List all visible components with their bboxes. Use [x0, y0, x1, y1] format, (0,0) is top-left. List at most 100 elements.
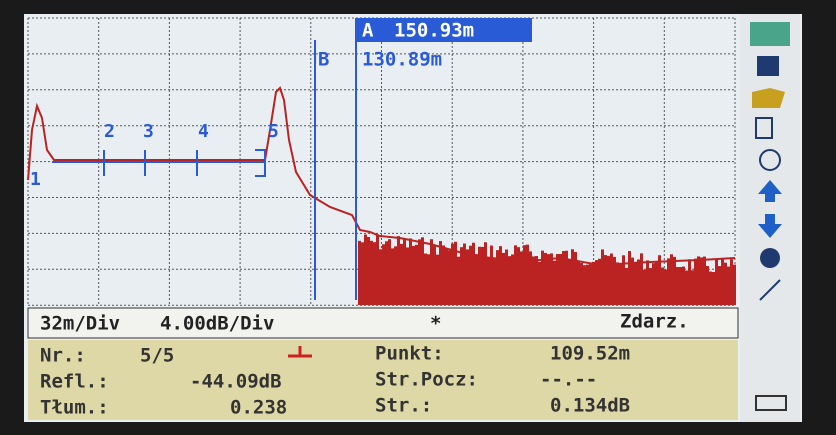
noise-bar [670, 254, 673, 305]
info-button[interactable] [760, 248, 780, 268]
horizontal-scale: 32m/Div [40, 313, 120, 335]
noise-bar [361, 242, 364, 305]
noise-bar [619, 263, 622, 305]
settings-button[interactable] [750, 22, 790, 46]
noise-bar [415, 244, 418, 305]
noise-bar [565, 250, 568, 305]
noise-bar [517, 247, 520, 305]
noise-bar [370, 240, 373, 305]
noise-bar [643, 269, 646, 305]
noise-bar [709, 271, 712, 305]
noise-bar [604, 255, 607, 305]
save-button[interactable] [757, 56, 779, 76]
noise-bar [586, 264, 589, 305]
cursor-a-label: A [362, 20, 374, 42]
noise-bar [607, 255, 610, 305]
noise-bar [721, 258, 724, 305]
status-bar [27, 307, 739, 339]
noise-bar [514, 245, 517, 305]
noise-bar [448, 250, 451, 305]
noise-bar [556, 253, 559, 305]
noise-bar [733, 264, 736, 305]
noise-bar [580, 262, 583, 305]
open-button[interactable] [752, 88, 785, 108]
noise-bar [403, 239, 406, 305]
event-label: 4 [198, 121, 209, 142]
noise-bar [673, 256, 676, 305]
noise-bar [388, 239, 391, 305]
noise-bar [493, 257, 496, 305]
noise-bar [730, 259, 733, 305]
event-label: 2 [104, 121, 115, 142]
noise-bar [475, 254, 478, 305]
noise-bar [667, 258, 670, 305]
noise-bar [364, 234, 367, 305]
zoom-button[interactable] [759, 149, 781, 171]
noise-bar [544, 252, 547, 305]
noise-bar [649, 268, 652, 305]
noise-bar [550, 253, 553, 305]
battery [755, 395, 787, 411]
noise-bar [538, 261, 541, 305]
noise-bar [682, 266, 685, 305]
info-value: 109.52m [550, 343, 630, 365]
vertical-scale: 4.00dB/Div [160, 313, 274, 335]
noise-bar [688, 259, 691, 305]
noise-bar [382, 244, 385, 305]
info-value: 0.134dB [550, 395, 630, 417]
noise-bar [490, 245, 493, 305]
noise-bar [445, 247, 448, 305]
ab-button[interactable] [759, 279, 781, 301]
noise-bar [571, 249, 574, 305]
info-value: -44.09dB [190, 371, 282, 393]
noise-bar [373, 242, 376, 305]
noise-bar [439, 241, 442, 305]
cursor-a-value: 150.93m [394, 20, 474, 42]
list-button[interactable] [755, 117, 773, 139]
noise-bar [637, 259, 640, 305]
noise-bar [679, 267, 682, 305]
noise-bar [715, 259, 718, 305]
noise-bar [664, 269, 667, 305]
noise-bar [547, 254, 550, 305]
noise-bar [451, 243, 454, 305]
noise-bar [691, 270, 694, 305]
noise-bar [724, 262, 727, 305]
info-label: Str.Pocz: [375, 369, 478, 391]
noise-bar [466, 249, 469, 305]
noise-bar [640, 253, 643, 305]
noise-bar [508, 256, 511, 305]
event-label: 1 [30, 169, 41, 190]
noise-bar [613, 256, 616, 305]
info-label: Refl.: [40, 371, 109, 393]
noise-bar [598, 258, 601, 305]
info-label: Nr.: [40, 345, 86, 367]
noise-bar [559, 253, 562, 305]
noise-bar [520, 251, 523, 305]
noise-bar [592, 261, 595, 305]
noise-bar [433, 245, 436, 305]
trace-noise [358, 234, 736, 305]
noise-bar [499, 246, 502, 305]
noise-bar [676, 266, 679, 305]
grid [27, 17, 736, 306]
noise-bar [376, 234, 379, 305]
noise-bar [394, 246, 397, 305]
noise-bar [469, 245, 472, 305]
noise-bar [589, 263, 592, 305]
down-button[interactable] [758, 214, 782, 238]
noise-bar [727, 266, 730, 305]
noise-bar [712, 271, 715, 305]
status-marker: * [430, 313, 441, 335]
noise-bar [634, 261, 637, 305]
up-button[interactable] [758, 180, 782, 202]
noise-bar [661, 267, 664, 305]
noise-bar [385, 241, 388, 305]
info-value: --.-- [540, 369, 597, 391]
event-label: 3 [143, 121, 154, 142]
noise-bar [487, 257, 490, 305]
noise-bar [484, 242, 487, 305]
noise-bar [568, 260, 571, 305]
cursor-b-value: 130.89m [362, 49, 442, 71]
